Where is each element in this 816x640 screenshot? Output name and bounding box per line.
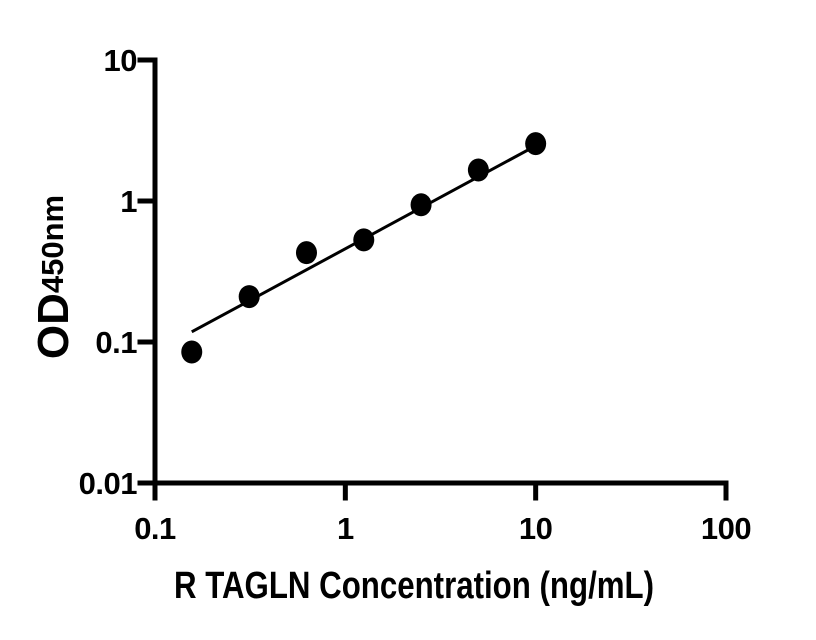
y-tick-label: 1 (120, 184, 137, 219)
y-tick-label: 0.01 (79, 466, 138, 501)
y-axis-title: OD450nm (29, 195, 78, 359)
x-axis-ticks: 0.1 1 10 100 (134, 483, 752, 546)
data-point (238, 285, 260, 309)
data-point (410, 193, 432, 217)
data-point (467, 158, 489, 182)
x-tick-label: 1 (337, 511, 354, 546)
y-tick-label: 10 (104, 43, 137, 78)
x-tick-label: 0.1 (134, 511, 176, 546)
y-axis-title-main: OD (29, 293, 78, 359)
data-point (353, 228, 375, 252)
data-point (181, 340, 203, 364)
y-tick-label: 0.1 (95, 325, 137, 360)
data-point (525, 132, 547, 156)
data-series (181, 132, 547, 364)
x-axis-title: R TAGLN Concentration (ng/mL) (174, 565, 654, 607)
data-point (295, 241, 317, 265)
y-axis-ticks: 10 1 0.1 0.01 (79, 43, 155, 501)
x-tick-label: 10 (519, 511, 552, 546)
y-axis-title-sub: 450nm (35, 195, 70, 293)
x-tick-label: 100 (701, 511, 751, 546)
